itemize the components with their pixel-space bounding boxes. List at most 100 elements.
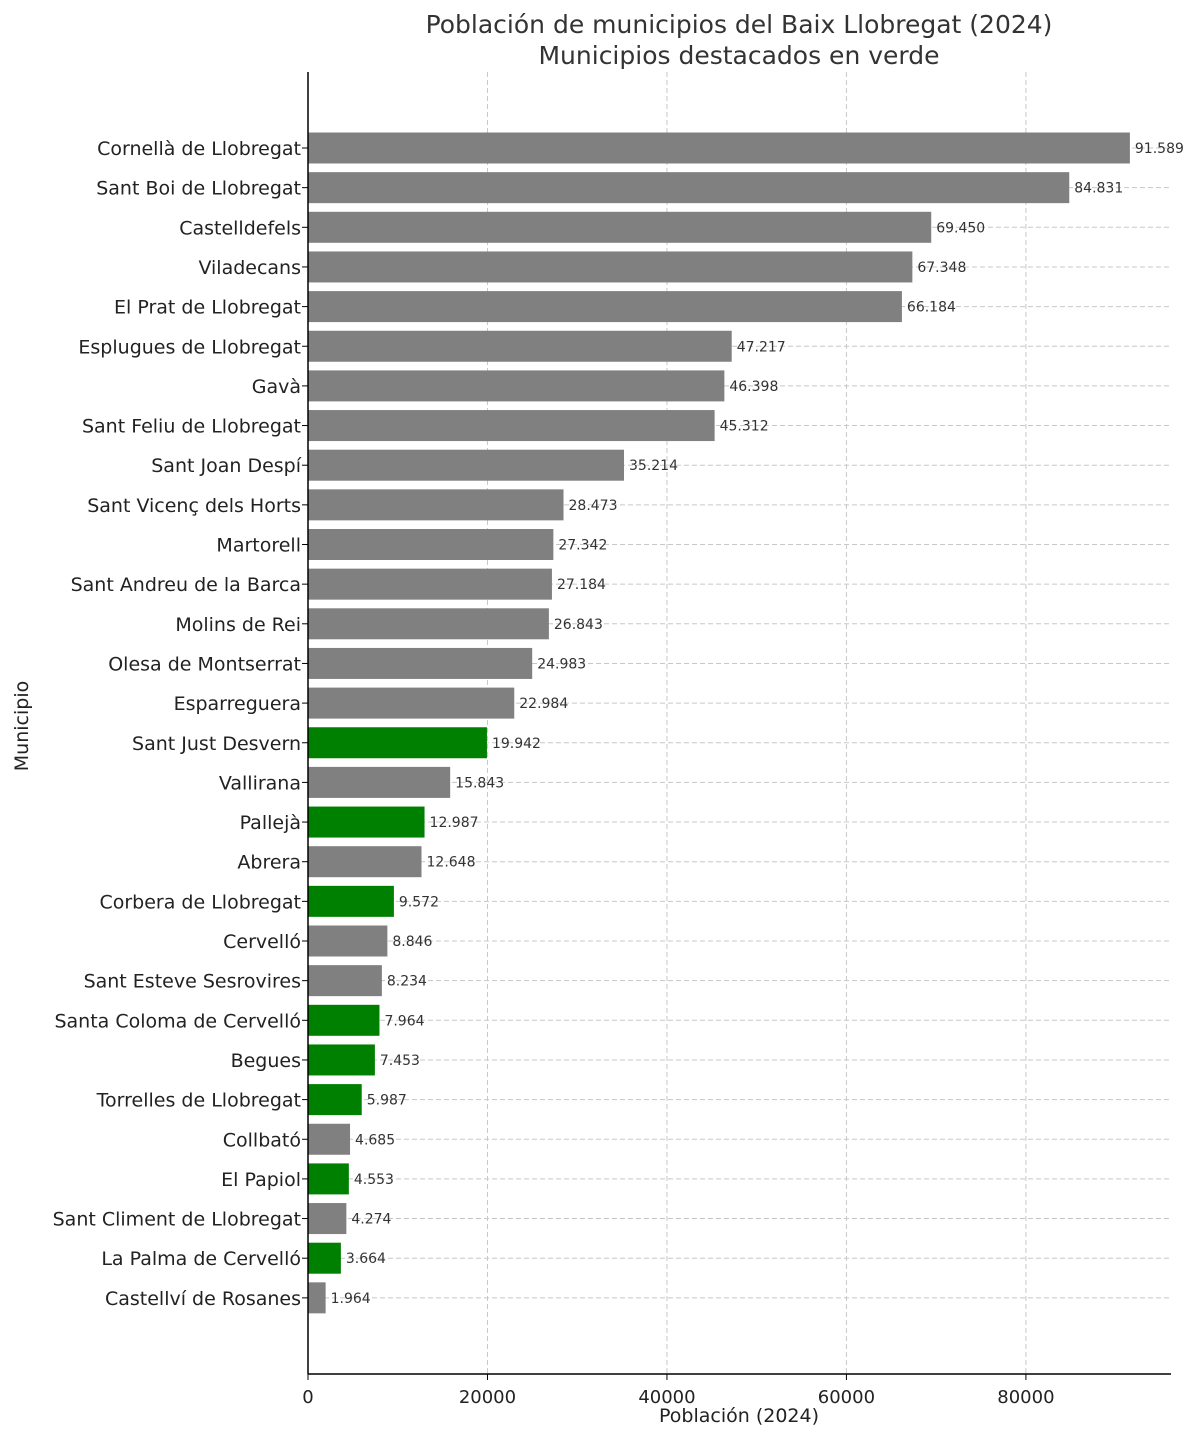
category-label: El Papiol	[221, 1169, 301, 1191]
category-label: Sant Just Desvern	[132, 733, 301, 755]
category-label: Sant Boi de Llobregat	[96, 178, 301, 200]
category-label: Sant Climent de Llobregat	[53, 1209, 301, 1231]
chart-subtitle: Municipios destacados en verde	[538, 41, 939, 70]
category-label: Esplugues de Llobregat	[78, 336, 301, 358]
value-label: 28.473	[569, 498, 618, 514]
value-label: 4.685	[355, 1132, 395, 1148]
value-label: 7.453	[380, 1053, 420, 1069]
bar	[308, 647, 533, 679]
category-label: Begues	[231, 1050, 301, 1072]
category-label: Cervelló	[223, 931, 301, 953]
category-label: Molins de Rei	[175, 614, 301, 636]
bar	[308, 885, 394, 917]
category-label: Vallirana	[219, 772, 301, 794]
bar	[308, 806, 425, 838]
bar	[308, 529, 554, 560]
bar	[308, 846, 422, 878]
category-label: Gavà	[252, 376, 301, 398]
value-label: 4.553	[354, 1172, 394, 1188]
category-label: Olesa de Montserrat	[108, 653, 301, 675]
bar	[308, 925, 388, 957]
value-label: 9.572	[399, 894, 439, 910]
category-label: Cornellà de Llobregat	[97, 138, 301, 160]
category-label: Castellví de Rosanes	[105, 1288, 301, 1310]
x-tick-label: 60000	[818, 1387, 875, 1408]
category-label: Santa Coloma de Cervelló	[54, 1010, 301, 1032]
bar	[308, 1163, 349, 1195]
value-label: 3.664	[346, 1251, 386, 1267]
x-tick-label: 0	[302, 1387, 313, 1408]
category-label: Torrelles de Llobregat	[96, 1090, 301, 1112]
bar	[308, 965, 382, 997]
bar	[308, 251, 913, 283]
bar	[308, 1282, 326, 1314]
category-label: Sant Joan Despí	[151, 455, 301, 477]
bar	[308, 489, 564, 521]
category-label: Sant Andreu de la Barca	[71, 574, 301, 596]
value-label: 91.589	[1135, 141, 1184, 157]
bar	[308, 1084, 362, 1116]
bar	[308, 1004, 380, 1036]
value-label: 15.843	[455, 775, 504, 791]
bar	[308, 172, 1070, 204]
bar	[308, 1044, 375, 1076]
category-label: Collbató	[223, 1129, 301, 1151]
value-label: 4.274	[351, 1212, 391, 1228]
category-label: Castelldefels	[179, 217, 301, 239]
category-label: Martorell	[216, 535, 301, 557]
category-label: Viladecans	[198, 257, 301, 279]
value-label: 8.846	[392, 934, 432, 950]
value-label: 22.984	[519, 696, 568, 712]
x-axis-ticks: 0 20000 40000 60000 80000	[302, 147, 1055, 1408]
category-label: Sant Feliu de Llobregat	[82, 416, 301, 438]
bar	[308, 568, 552, 600]
grid-lines	[308, 72, 1171, 1374]
category-label: Pallejà	[240, 812, 301, 834]
value-label: 1.964	[331, 1291, 371, 1307]
y-axis-title: Municipio	[11, 681, 33, 771]
value-label: 35.214	[629, 458, 678, 474]
value-label: 47.217	[737, 339, 786, 355]
bars	[308, 132, 1130, 1314]
bar	[308, 449, 625, 481]
x-tick-label: 80000	[997, 1387, 1054, 1408]
bar	[308, 1242, 341, 1274]
bar	[308, 211, 932, 243]
value-label: 5.987	[367, 1093, 407, 1109]
value-label: 8.234	[387, 974, 427, 990]
value-label: 26.843	[554, 617, 603, 633]
category-label: La Palma de Cervelló	[101, 1248, 301, 1270]
value-label: 12.987	[430, 815, 479, 831]
x-axis-title: Población (2024)	[659, 1405, 819, 1427]
value-label: 84.831	[1074, 181, 1123, 197]
bar	[308, 370, 725, 402]
category-label: Sant Vicenç dels Horts	[87, 495, 301, 517]
value-label: 7.964	[384, 1013, 424, 1029]
category-labels: Cornellà de Llobregat Sant Boi de Llobreg…	[53, 138, 302, 1310]
category-label: El Prat de Llobregat	[114, 297, 301, 319]
bar	[308, 132, 1130, 164]
value-label: 19.942	[492, 736, 541, 752]
value-label: 67.348	[917, 260, 966, 276]
x-tick-label: 20000	[459, 1387, 516, 1408]
bar	[308, 766, 451, 798]
value-label: 12.648	[427, 855, 476, 871]
bar	[308, 410, 715, 442]
bar	[308, 330, 732, 362]
bar	[308, 1123, 351, 1155]
bar	[308, 291, 902, 323]
category-label: Sant Esteve Sesrovires	[84, 971, 301, 993]
bar	[308, 687, 515, 719]
value-label: 24.983	[537, 656, 586, 672]
category-label: Corbera de Llobregat	[99, 891, 301, 913]
value-label: 27.342	[558, 538, 607, 554]
value-label: 45.312	[720, 419, 769, 435]
value-label: 46.398	[729, 379, 778, 395]
x-tick-label: 40000	[638, 1387, 695, 1408]
value-label: 66.184	[907, 300, 956, 316]
value-label: 69.450	[936, 220, 985, 236]
category-label: Esparreguera	[174, 693, 301, 715]
value-label: 27.184	[557, 577, 606, 593]
